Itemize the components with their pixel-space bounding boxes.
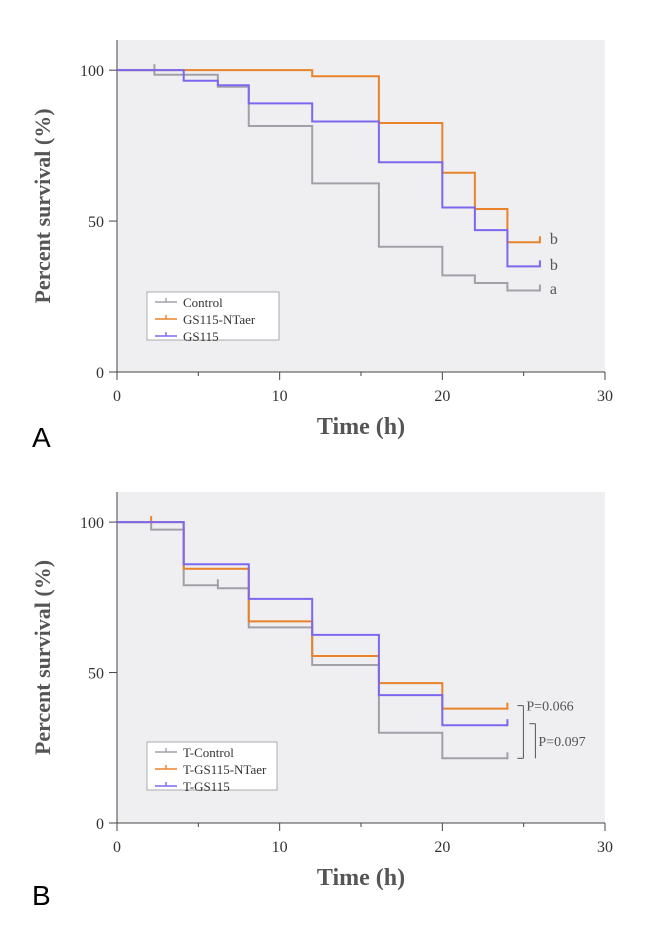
- x-tick-label: 10: [272, 839, 288, 856]
- legend: Control GS115-NTaer GS115: [146, 291, 280, 344]
- legend-box: [146, 291, 280, 341]
- y-axis-title: Percent survival (%): [30, 108, 55, 303]
- pvalue-label: P=0.066: [526, 700, 573, 715]
- y-tick-label: 100: [80, 63, 104, 80]
- pvalue-label: P=0.097: [538, 735, 585, 750]
- significance-letter: a: [550, 281, 557, 298]
- x-tick-label: 10: [272, 388, 288, 405]
- legend-entry: Control: [183, 295, 223, 310]
- x-axis-title: Time (h): [317, 865, 405, 891]
- panel-label: A: [32, 422, 51, 453]
- legend-entry: GS115-NTaer: [183, 312, 256, 327]
- y-tick-label: 0: [96, 816, 104, 833]
- legend: T-Control T-GS115-NTaer T-GS115: [146, 741, 278, 794]
- x-axis-title: Time (h): [317, 414, 405, 440]
- legend-entry: T-GS115: [183, 779, 230, 794]
- significance-letter: b: [550, 231, 558, 248]
- legend-entry: GS115: [183, 329, 219, 344]
- legend-entry: T-Control: [183, 745, 234, 760]
- legend-box: [146, 741, 278, 791]
- x-tick-label: 30: [597, 839, 613, 856]
- x-tick-label: 20: [434, 839, 450, 856]
- x-tick-label: 0: [113, 839, 121, 856]
- legend-entry: T-GS115-NTaer: [183, 762, 267, 777]
- series-line-1: [117, 69, 540, 244]
- y-tick-label: 50: [88, 666, 104, 683]
- series-line-2: [117, 69, 540, 268]
- x-tick-label: 0: [113, 388, 121, 405]
- series-line-2: [117, 521, 508, 727]
- significance-letter: b: [550, 257, 558, 274]
- y-axis-title: Percent survival (%): [30, 560, 55, 755]
- x-tick-label: 30: [597, 388, 613, 405]
- x-tick-label: 20: [434, 388, 450, 405]
- y-tick-label: 50: [88, 214, 104, 231]
- panel-label: B: [32, 880, 51, 911]
- panel-b: 0 10 20 30 0 50 100 Time (h) Percent survival (%…: [30, 492, 613, 911]
- y-tick-label: 0: [96, 365, 104, 382]
- panel-a: 0 10 20 30 0 50 100 Time (h) Percent survival (%…: [30, 40, 613, 453]
- series-line-0: [117, 69, 540, 292]
- y-tick-label: 100: [80, 515, 104, 532]
